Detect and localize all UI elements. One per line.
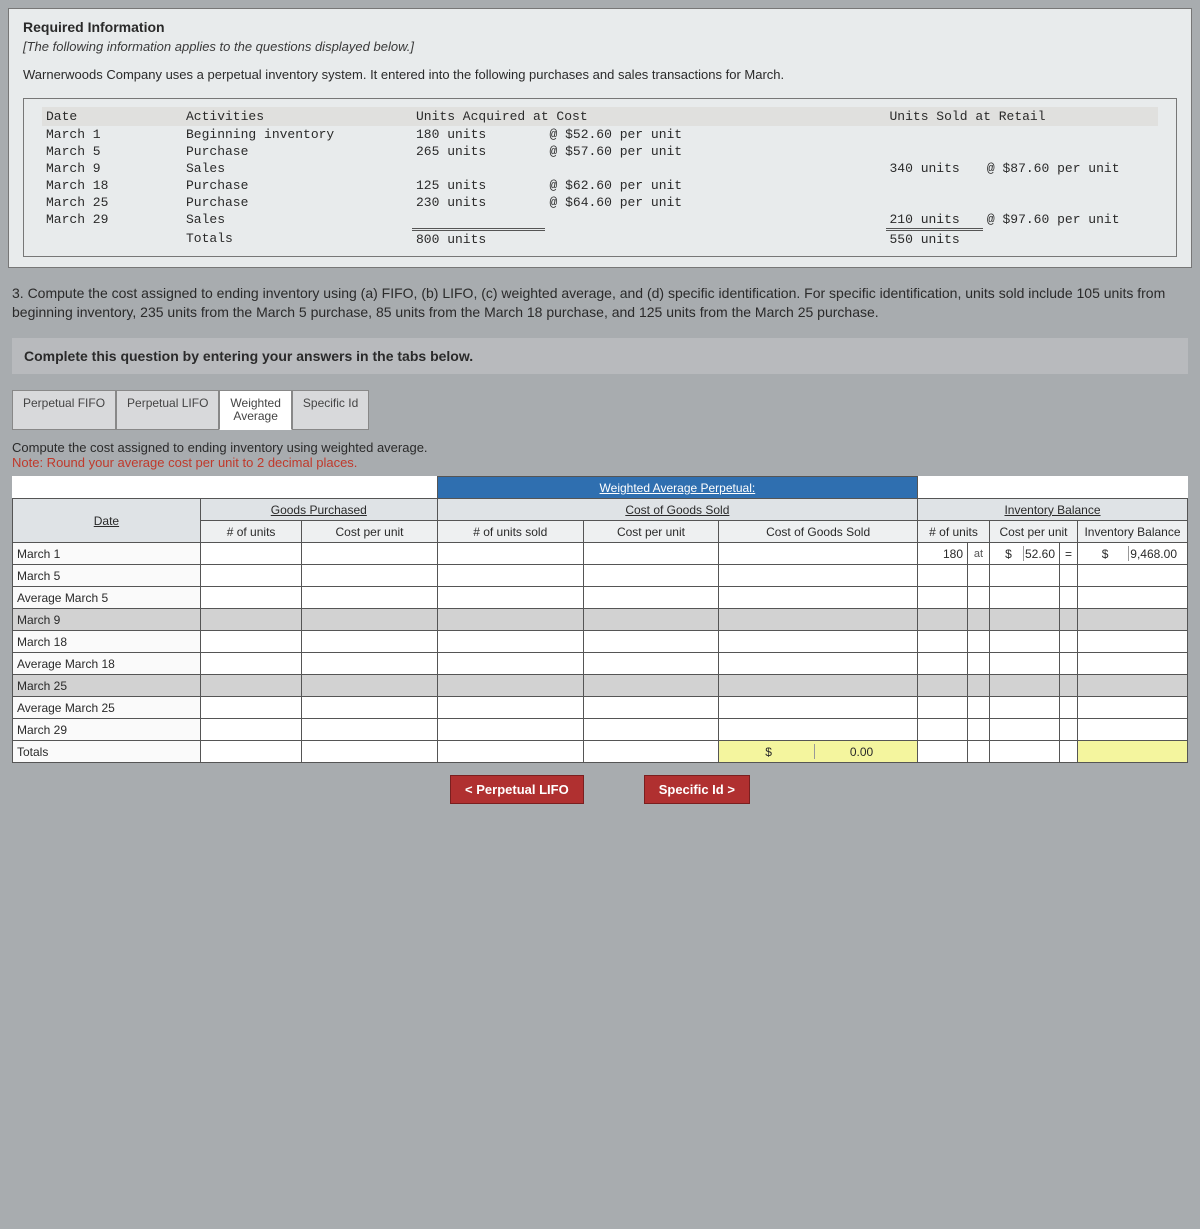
totals-inv-bal[interactable] — [1078, 741, 1188, 763]
instr-line1: Compute the cost assigned to ending inve… — [12, 440, 1188, 455]
sheet-row: March 18 — [13, 631, 1188, 653]
nav-buttons: < Perpetual LIFO Specific Id > — [8, 775, 1192, 804]
hdr-inv: Inventory Balance — [918, 499, 1188, 521]
table-row: March 25Purchase230 units@ $64.60 per un… — [42, 194, 1158, 211]
hdr-goods: Goods Purchased — [200, 499, 437, 521]
tab-perpetual-lifo[interactable]: Perpetual LIFO — [116, 390, 219, 430]
cell-input[interactable] — [200, 543, 301, 565]
info-card: Required Information [The following info… — [8, 8, 1192, 268]
tab-specific-id[interactable]: Specific Id — [292, 390, 369, 430]
tab-perpetual-fifo[interactable]: Perpetual FIFO — [12, 390, 116, 430]
table-row: March 1Beginning inventory180 units@ $52… — [42, 126, 1158, 143]
tab-weighted-average[interactable]: Weighted Average — [219, 390, 291, 430]
cell-inv-cpu[interactable]: $52.60 — [990, 543, 1060, 565]
cell-at: at — [968, 543, 990, 565]
hdr-date: Date — [13, 499, 201, 543]
sheet-row: March 5 — [13, 565, 1188, 587]
hdr-gp-cpu: Cost per unit — [302, 521, 437, 543]
cell-input[interactable] — [583, 543, 718, 565]
transactions-table: Date Activities Units Acquired at Cost U… — [42, 107, 1158, 248]
hdr-units-sold: # of units sold — [437, 521, 583, 543]
table-row: March 18Purchase125 units@ $62.60 per un… — [42, 177, 1158, 194]
sheet-row: Average March 5 — [13, 587, 1188, 609]
hdr-inv-cpu: Cost per unit — [990, 521, 1078, 543]
cell-eq: = — [1060, 543, 1078, 565]
hdr-cogs-cpu: Cost per unit — [583, 521, 718, 543]
col-sold-retail: Units Sold at Retail — [886, 107, 1159, 126]
totals-row: Totals800 units550 units — [42, 230, 1158, 249]
prev-button[interactable]: < Perpetual LIFO — [450, 775, 584, 804]
tabs-row: Perpetual FIFO Perpetual LIFO Weighted A… — [12, 390, 1188, 430]
italic-note: [The following information applies to th… — [23, 39, 1177, 54]
cell-input[interactable] — [719, 543, 918, 565]
table-row: March 29Sales210 units@ $97.60 per unit — [42, 211, 1158, 230]
cell-input[interactable] — [437, 543, 583, 565]
sheet-row: March 29 — [13, 719, 1188, 741]
cell-input[interactable] — [302, 543, 437, 565]
row-label: March 1 — [13, 543, 201, 565]
table-row: March 9Sales340 units@ $87.60 per unit — [42, 160, 1158, 177]
cell-inv-bal[interactable]: $9,468.00 — [1078, 543, 1188, 565]
cell-inv-units[interactable]: 180 — [918, 543, 968, 565]
sheet-row: Average March 18 — [13, 653, 1188, 675]
transactions-box: Date Activities Units Acquired at Cost U… — [23, 98, 1177, 257]
col-activities: Activities — [182, 107, 412, 126]
col-date: Date — [42, 107, 182, 126]
hdr-cogs: Cost of Goods Sold — [437, 499, 917, 521]
hdr-inv-units: # of units — [918, 521, 990, 543]
intro-text: Warnerwoods Company uses a perpetual inv… — [23, 66, 1177, 84]
complete-instruction-bar: Complete this question by entering your … — [12, 338, 1188, 374]
col-acquired: Units Acquired at Cost — [412, 107, 786, 126]
hdr-gp-units: # of units — [200, 521, 301, 543]
totals-cogs[interactable]: $0.00 — [719, 741, 918, 763]
question-3-text: 3. Compute the cost assigned to ending i… — [12, 284, 1188, 322]
tab-instructions: Compute the cost assigned to ending inve… — [12, 440, 1188, 470]
instr-line2: Note: Round your average cost per unit t… — [12, 455, 1188, 470]
sheet-row: March 1 180 at $52.60 = $9,468.00 — [13, 543, 1188, 565]
required-info-title: Required Information — [23, 19, 1177, 35]
hdr-cogs-val: Cost of Goods Sold — [719, 521, 918, 543]
next-button[interactable]: Specific Id > — [644, 775, 750, 804]
worksheet-table: Weighted Average Perpetual: Date Goods P… — [12, 476, 1188, 763]
sheet-row: Average March 25 — [13, 697, 1188, 719]
sheet-row-totals: Totals $0.00 — [13, 741, 1188, 763]
sheet-row: March 9 — [13, 609, 1188, 631]
sheet-row: March 25 — [13, 675, 1188, 697]
hdr-inv-bal: Inventory Balance — [1078, 521, 1188, 543]
sheet-title: Weighted Average Perpetual: — [437, 477, 917, 499]
table-row: March 5Purchase265 units@ $57.60 per uni… — [42, 143, 1158, 160]
